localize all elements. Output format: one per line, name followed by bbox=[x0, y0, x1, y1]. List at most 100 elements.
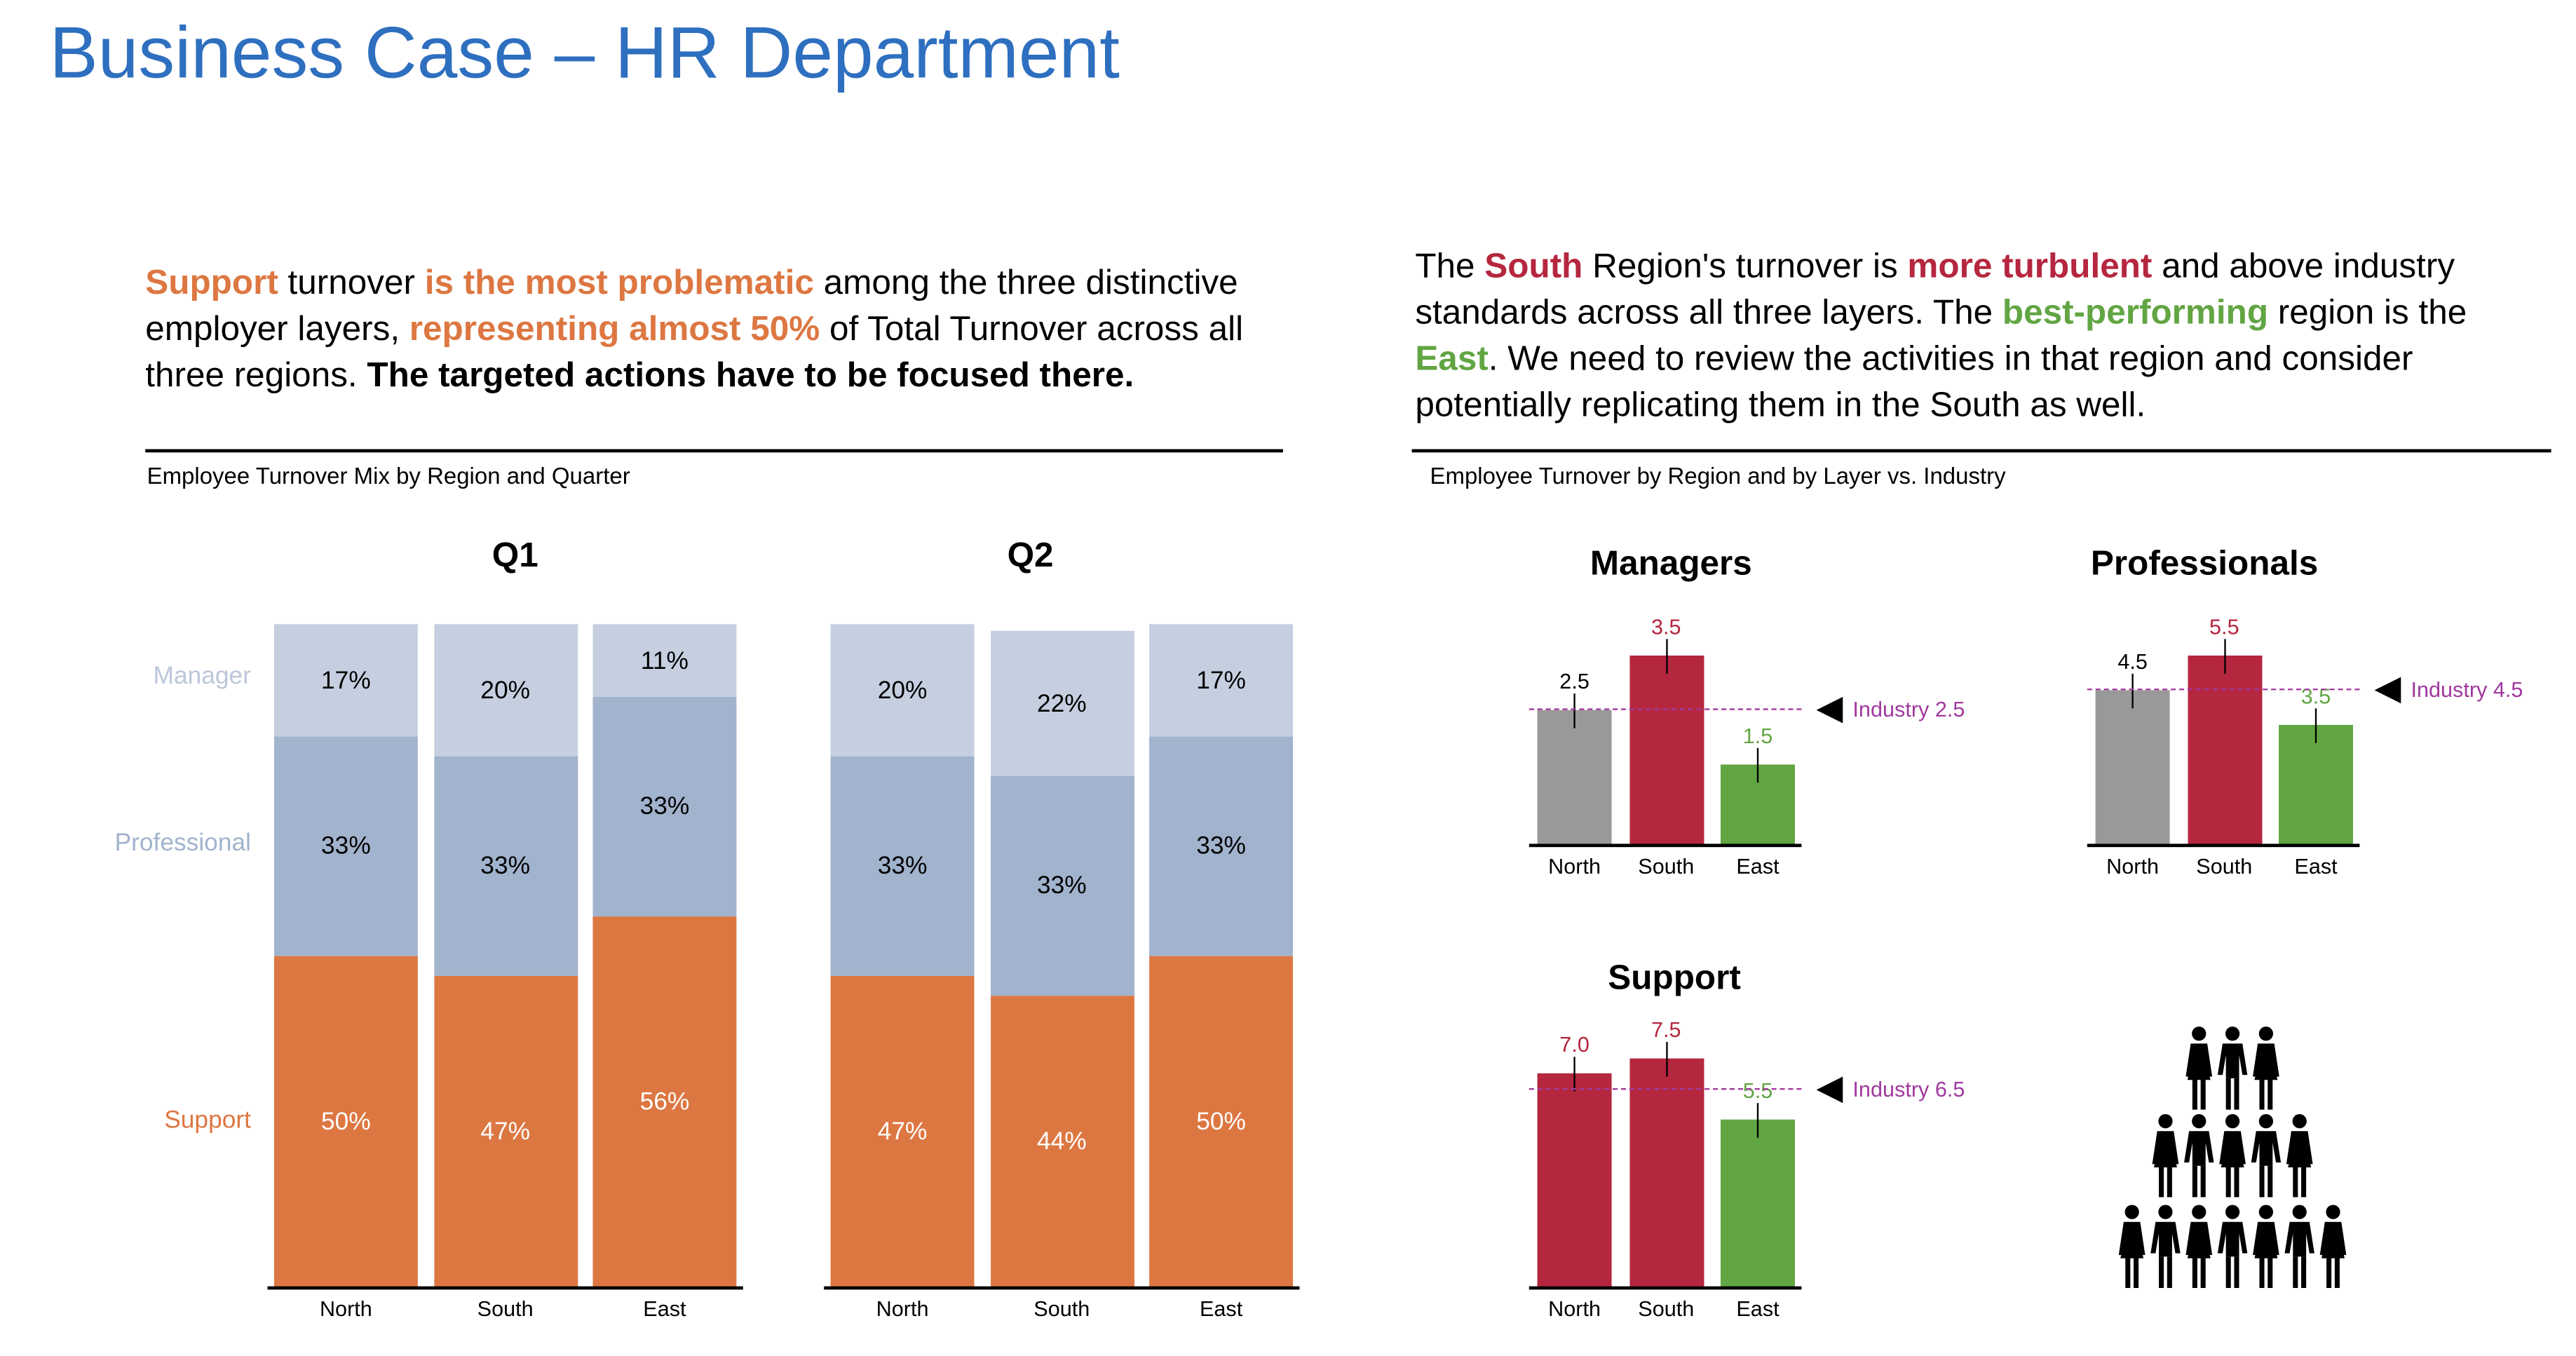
text-segment: The bbox=[1415, 248, 1485, 286]
person-male-icon bbox=[2217, 1205, 2248, 1288]
industry-label: Industry 4.5 bbox=[2411, 677, 2523, 702]
x-tick-label: North bbox=[2106, 853, 2160, 879]
text-segment: best-performing bbox=[2002, 294, 2269, 332]
x-tick-label: East bbox=[1736, 853, 1780, 879]
chart-title-support: Support bbox=[1608, 959, 1741, 998]
bar-north bbox=[1537, 710, 1612, 846]
page-title: Business Case – HR Department bbox=[49, 13, 1120, 95]
left-insight-text: Support turnover is the most problematic… bbox=[145, 261, 1284, 400]
x-tick-label: East bbox=[1736, 1296, 1780, 1322]
text-segment: turnover bbox=[278, 264, 425, 302]
bar-tick-mark bbox=[2314, 707, 2317, 743]
x-axis bbox=[824, 1286, 1300, 1290]
person-male-icon bbox=[2251, 1113, 2282, 1198]
bar-tick-mark bbox=[2223, 639, 2225, 674]
text-segment: . We need to review the activities in th… bbox=[1415, 340, 2413, 425]
bar-segment-support: 50% bbox=[273, 956, 418, 1288]
text-segment: and above industry standards across all … bbox=[1415, 248, 2455, 332]
left-chart-caption: Employee Turnover Mix by Region and Quar… bbox=[147, 462, 630, 489]
person-female-icon bbox=[2286, 1113, 2313, 1198]
x-axis bbox=[1528, 843, 1802, 848]
x-tick-label: East bbox=[1199, 1296, 1243, 1322]
value-label: 4.5 bbox=[2117, 649, 2148, 674]
value-label: 1.5 bbox=[1742, 722, 1773, 748]
x-tick-label: South bbox=[477, 1296, 534, 1322]
industry-marker-icon bbox=[1816, 696, 1843, 724]
bar-segment-manager: 22% bbox=[989, 630, 1134, 777]
text-segment: Region's turnover is bbox=[1582, 248, 1908, 286]
bar-segment-manager: 20% bbox=[433, 624, 578, 757]
bar-segment-support: 44% bbox=[989, 996, 1134, 1288]
bar-east bbox=[2279, 724, 2354, 846]
x-tick-label: North bbox=[319, 1296, 372, 1322]
legend-manager: Manager bbox=[153, 662, 251, 691]
industry-line bbox=[2087, 688, 2360, 691]
value-label: 7.0 bbox=[1559, 1032, 1589, 1057]
chart-title-q2: Q2 bbox=[1007, 536, 1054, 575]
industry-label: Industry 6.5 bbox=[1852, 1076, 1965, 1101]
person-female-icon bbox=[2152, 1113, 2179, 1198]
x-tick-label: North bbox=[1548, 1296, 1601, 1322]
text-segment: South bbox=[1484, 248, 1583, 286]
x-tick-label: North bbox=[876, 1296, 929, 1322]
bar-segment-manager: 17% bbox=[273, 624, 418, 738]
x-tick-label: South bbox=[1033, 1296, 1090, 1322]
right-divider bbox=[1411, 449, 2551, 453]
bar-segment-professional: 33% bbox=[830, 757, 975, 976]
text-segment: Support bbox=[145, 264, 278, 302]
chart-title-professionals: Professionals bbox=[2090, 545, 2319, 583]
x-tick-label: South bbox=[1638, 1296, 1695, 1322]
value-label: 5.5 bbox=[1742, 1078, 1773, 1104]
bar-tick-mark bbox=[1573, 693, 1575, 728]
bar-segment-professional: 33% bbox=[433, 757, 578, 976]
text-segment: representing almost 50% bbox=[409, 310, 820, 348]
industry-marker-icon bbox=[1816, 1076, 1843, 1103]
bar-segment-support: 47% bbox=[830, 975, 975, 1288]
text-segment: is the most problematic bbox=[424, 264, 814, 302]
value-label: 3.5 bbox=[1651, 614, 1681, 639]
bar-segment-professional: 33% bbox=[989, 776, 1134, 996]
text-segment: more turbulent bbox=[1907, 248, 2153, 286]
legend-support: Support bbox=[164, 1106, 251, 1134]
person-male-icon bbox=[2184, 1113, 2214, 1198]
bar-east bbox=[1721, 1119, 1795, 1288]
value-label: 7.5 bbox=[1651, 1017, 1681, 1043]
bar-segment-professional: 33% bbox=[1149, 737, 1294, 956]
x-axis bbox=[267, 1286, 743, 1290]
value-label: 5.5 bbox=[2209, 614, 2239, 639]
x-tick-label: East bbox=[2294, 853, 2338, 879]
person-male-icon bbox=[2284, 1205, 2314, 1288]
left-divider bbox=[145, 449, 1283, 453]
bar-tick-mark bbox=[1573, 1057, 1575, 1092]
bar-segment-support: 47% bbox=[433, 975, 578, 1288]
bar-segment-support: 50% bbox=[1149, 956, 1294, 1288]
bar-tick-mark bbox=[1756, 1103, 1759, 1138]
person-male-icon bbox=[2150, 1205, 2181, 1288]
x-axis bbox=[2087, 843, 2360, 848]
person-female-icon bbox=[2185, 1205, 2213, 1288]
bar-segment-professional: 33% bbox=[273, 737, 418, 956]
person-female-icon bbox=[2219, 1113, 2246, 1198]
text-segment: The targeted actions have to be focused … bbox=[367, 356, 1134, 395]
bar-segment-support: 56% bbox=[592, 916, 737, 1288]
chart-title-q1: Q1 bbox=[492, 536, 538, 575]
bar-segment-professional: 33% bbox=[592, 697, 737, 916]
text-segment: of Total Turnover across all three regio… bbox=[145, 310, 1244, 395]
x-tick-label: South bbox=[2196, 853, 2253, 879]
industry-marker-icon bbox=[2374, 677, 2401, 704]
chart-title-managers: Managers bbox=[1589, 545, 1752, 583]
bar-north bbox=[1537, 1073, 1612, 1288]
bar-tick-mark bbox=[2131, 673, 2134, 709]
bar-segment-manager: 17% bbox=[1149, 624, 1294, 738]
person-male-icon bbox=[2217, 1026, 2248, 1110]
bar-south bbox=[1629, 655, 1704, 846]
bar-segment-manager: 11% bbox=[592, 624, 737, 698]
bar-south bbox=[2187, 655, 2262, 846]
industry-line bbox=[1528, 707, 1802, 710]
right-chart-caption: Employee Turnover by Region and by Layer… bbox=[1430, 462, 2006, 489]
text-segment: East bbox=[1415, 340, 1489, 379]
person-female-icon bbox=[2319, 1205, 2347, 1288]
legend-professional: Professional bbox=[114, 829, 251, 857]
value-label: 2.5 bbox=[1559, 668, 1589, 693]
person-female-icon bbox=[2118, 1205, 2145, 1288]
